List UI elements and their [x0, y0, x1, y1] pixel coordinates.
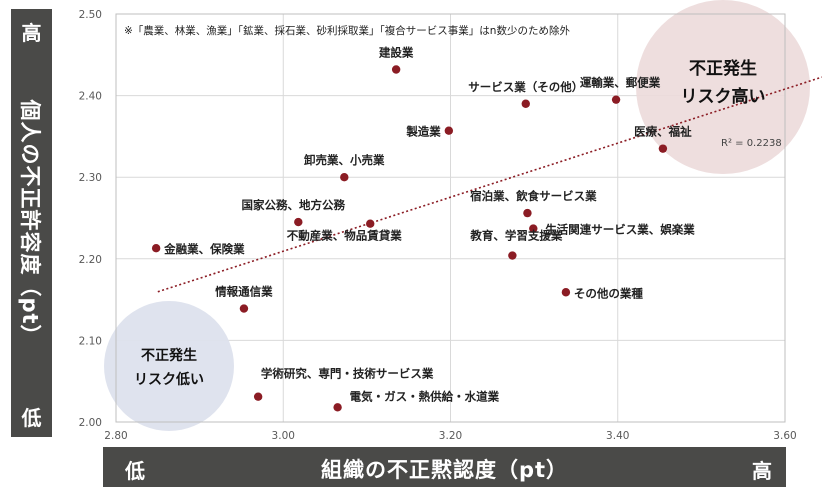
data-point [391, 65, 401, 74]
low-risk-label-1: 不正発生 [141, 347, 197, 364]
point-label: 電気・ガス・熱供給・水道業 [350, 389, 500, 403]
data-point [444, 126, 454, 135]
data-point [253, 392, 263, 401]
data-point [521, 99, 530, 108]
trendline [157, 76, 822, 293]
y-tick-label: 2.10 [79, 335, 102, 347]
y-tick-label: 2.30 [79, 172, 102, 184]
data-point [611, 95, 621, 104]
data-point [529, 224, 538, 233]
x-tick-label: 3.60 [773, 430, 796, 442]
x-tick-label: 2.80 [104, 430, 127, 442]
point-label: 卸売業、小売業 [304, 153, 385, 167]
y-tick-label: 2.00 [79, 417, 102, 429]
r2-label: R² = 0.2238 [721, 138, 782, 149]
point-label: 国家公務、地方公務 [242, 198, 346, 212]
y-tick-label: 2.40 [79, 91, 102, 103]
high-risk-zone [636, 0, 810, 174]
data-point [366, 219, 375, 228]
y-high-label: 高 [21, 21, 42, 45]
low-risk-label-2: リスク低い [134, 371, 204, 388]
point-label: 生活関連サービス業、娯楽業 [545, 223, 695, 237]
data-point [294, 217, 303, 227]
point-label: 医療、福祉 [634, 125, 692, 139]
axis-ticks: 2.80 3.00 3.20 3.40 3.60 2.50 2.40 2.30 2.20 2.10… [79, 9, 797, 442]
point-label: その他の業種 [574, 286, 643, 300]
point-label: 金融業、保険業 [163, 242, 245, 256]
data-points [151, 65, 668, 412]
data-point [523, 208, 532, 218]
low-risk-zone [104, 301, 234, 431]
x-axis-bar: 低 組織の不正黙認度（pt） 高 [103, 447, 786, 487]
plot-frame [115, 13, 786, 423]
x-high-label: 高 [752, 459, 772, 483]
x-axis-title: 組織の不正黙認度（pt） [320, 458, 569, 482]
data-point [508, 251, 517, 260]
point-label: 運輸業、郵便業 [580, 76, 661, 90]
point-label: 教育、学習支援業 [469, 229, 562, 243]
y-tick-label: 2.20 [79, 254, 102, 266]
high-risk-label-1: 不正発生 [689, 58, 757, 79]
x-tick-label: 3.40 [606, 430, 629, 442]
point-label: 不動産業、物品賃貸業 [287, 229, 402, 243]
point-label: 建設業 [379, 45, 414, 59]
point-label: 情報通信業 [214, 285, 273, 299]
y-tick-label: 2.50 [79, 9, 102, 21]
data-point [333, 403, 342, 412]
data-point [239, 304, 249, 313]
data-point [151, 243, 161, 253]
high-risk-label-2: リスク高い [681, 86, 766, 107]
point-label: 学術研究、専門・技術サービス業 [261, 367, 434, 381]
point-label: サービス業（その他） [468, 80, 583, 94]
y-axis-title: 個人の不正許容度（pt） [18, 99, 42, 347]
y-axis-bar: 高 個人の不正許容度（pt） 低 [11, 9, 52, 437]
data-point [561, 288, 571, 297]
x-low-label: 低 [125, 459, 145, 483]
data-point [658, 144, 668, 153]
x-tick-label: 3.00 [272, 430, 295, 442]
x-tick-label: 3.20 [439, 430, 462, 442]
note-text: ※「農業、林業、漁業」「鉱業、採石業、砂利採取業」「複合サービス事業」はn数少の… [124, 24, 570, 37]
point-label: 宿泊業、飲食サービス業 [470, 189, 597, 203]
data-point [340, 173, 349, 182]
y-low-label: 低 [21, 406, 42, 430]
point-label: 製造業 [405, 125, 441, 139]
